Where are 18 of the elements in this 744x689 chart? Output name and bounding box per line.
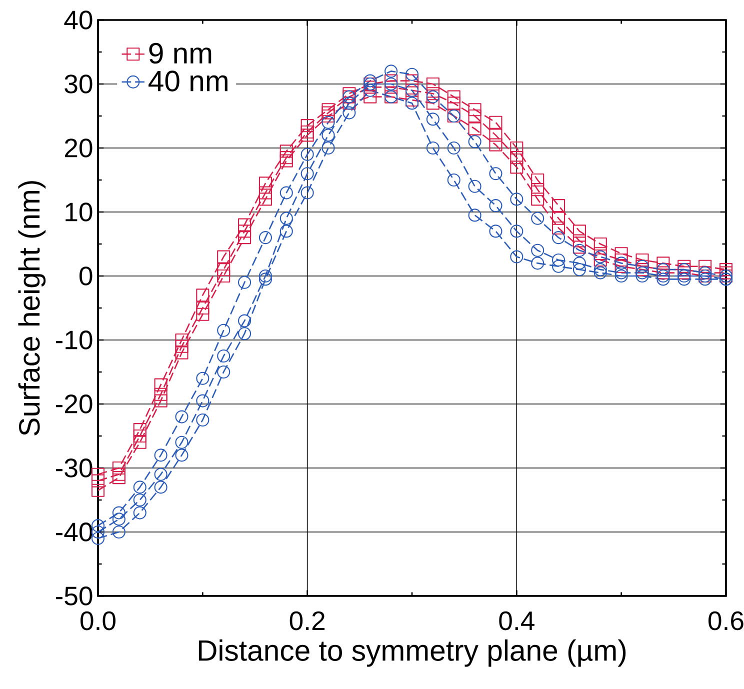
x-tick-label: 0.4 xyxy=(499,611,534,630)
y-tick-label: -30 xyxy=(56,458,92,478)
y-tick-label: 0 xyxy=(80,266,92,286)
y-tick-label: -50 xyxy=(56,586,92,606)
legend-label: 40 nm xyxy=(148,70,228,92)
x-tick-label: 0.0 xyxy=(80,611,116,630)
x-axis-title: Distance to symmetry plane (µm) xyxy=(198,639,626,667)
y-tick-label: -20 xyxy=(56,394,92,414)
y-tick-label: -40 xyxy=(56,522,92,542)
x-tick-label: 0.2 xyxy=(290,611,325,630)
legend-label: 9 nm xyxy=(149,42,212,64)
y-tick-label: 40 xyxy=(64,10,92,30)
y-axis-title: Surface height (nm) xyxy=(18,181,46,436)
y-tick-label: 10 xyxy=(66,202,92,222)
x-tick-label: 0.6 xyxy=(708,611,744,630)
y-tick-label: -10 xyxy=(56,330,92,350)
y-tick-label: 20 xyxy=(64,138,92,158)
y-tick-label: 30 xyxy=(64,74,92,94)
